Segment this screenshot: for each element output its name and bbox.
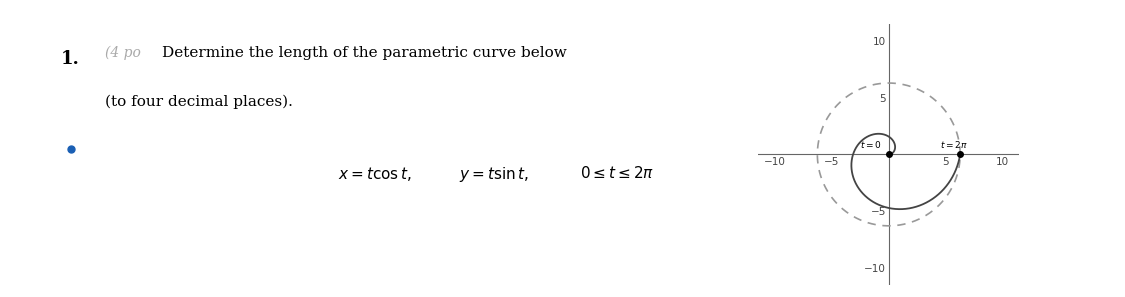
Text: $x = t\cos t,$: $x = t\cos t,$ — [338, 165, 411, 183]
Text: (to four decimal places).: (to four decimal places). — [105, 95, 292, 109]
Text: Determine the length of the parametric curve below: Determine the length of the parametric c… — [162, 46, 567, 60]
Text: $t=2\pi$: $t=2\pi$ — [939, 139, 968, 150]
Text: $t=0$: $t=0$ — [861, 139, 882, 150]
Text: 1.: 1. — [61, 50, 80, 69]
Text: $y = t\sin t,$: $y = t\sin t,$ — [459, 165, 529, 184]
Text: (4 po: (4 po — [105, 46, 141, 60]
Text: $0 \leq t \leq 2\pi$: $0 \leq t \leq 2\pi$ — [580, 165, 655, 181]
